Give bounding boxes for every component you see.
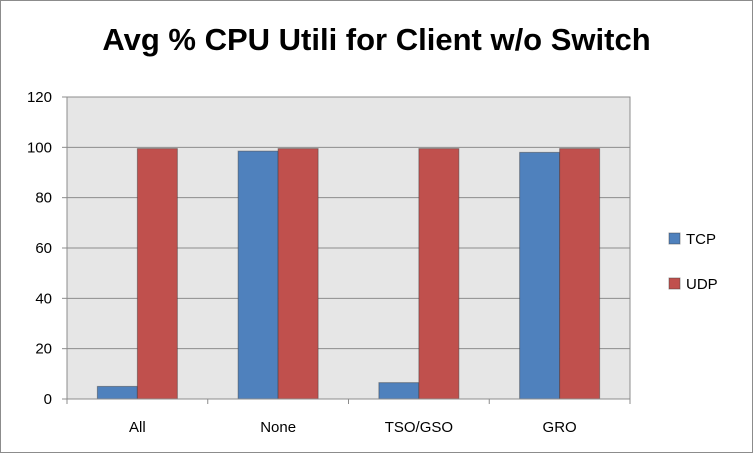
- chart-title: Avg % CPU Utili for Client w/o Switch: [102, 22, 651, 57]
- legend: TCP UDP: [668, 231, 718, 293]
- x-tick-label: TSO/GSO: [385, 419, 453, 436]
- bar-tcp: [96, 385, 138, 400]
- bar-tcp: [237, 150, 279, 400]
- y-tick-label: 0: [44, 391, 52, 408]
- y-tick-label: 20: [35, 341, 52, 358]
- bars: [96, 148, 601, 400]
- y-tick-label: 60: [35, 240, 52, 257]
- x-tick-labels: All None TSO/GSO GRO: [66, 399, 631, 436]
- y-tick-label: 80: [35, 190, 52, 207]
- x-tick-label: None: [260, 419, 296, 436]
- y-tick-label: 120: [27, 89, 52, 106]
- legend-swatch-udp: [668, 277, 681, 290]
- legend-label-tcp: TCP: [686, 231, 716, 248]
- legend-label-udp: UDP: [686, 276, 718, 293]
- bar-udp: [136, 148, 178, 400]
- legend-swatch-tcp: [668, 232, 681, 245]
- y-tick-labels: 0 20 40 60 80 100 120: [27, 89, 67, 408]
- x-tick-label: GRO: [543, 419, 577, 436]
- bar-udp: [559, 148, 601, 400]
- x-tick-label: All: [129, 419, 146, 436]
- bar-tcp: [378, 382, 420, 400]
- bar-udp: [418, 148, 460, 400]
- bar-udp: [277, 148, 319, 400]
- y-tick-label: 100: [27, 139, 52, 156]
- bar-tcp: [519, 151, 561, 400]
- y-tick-label: 40: [35, 290, 52, 307]
